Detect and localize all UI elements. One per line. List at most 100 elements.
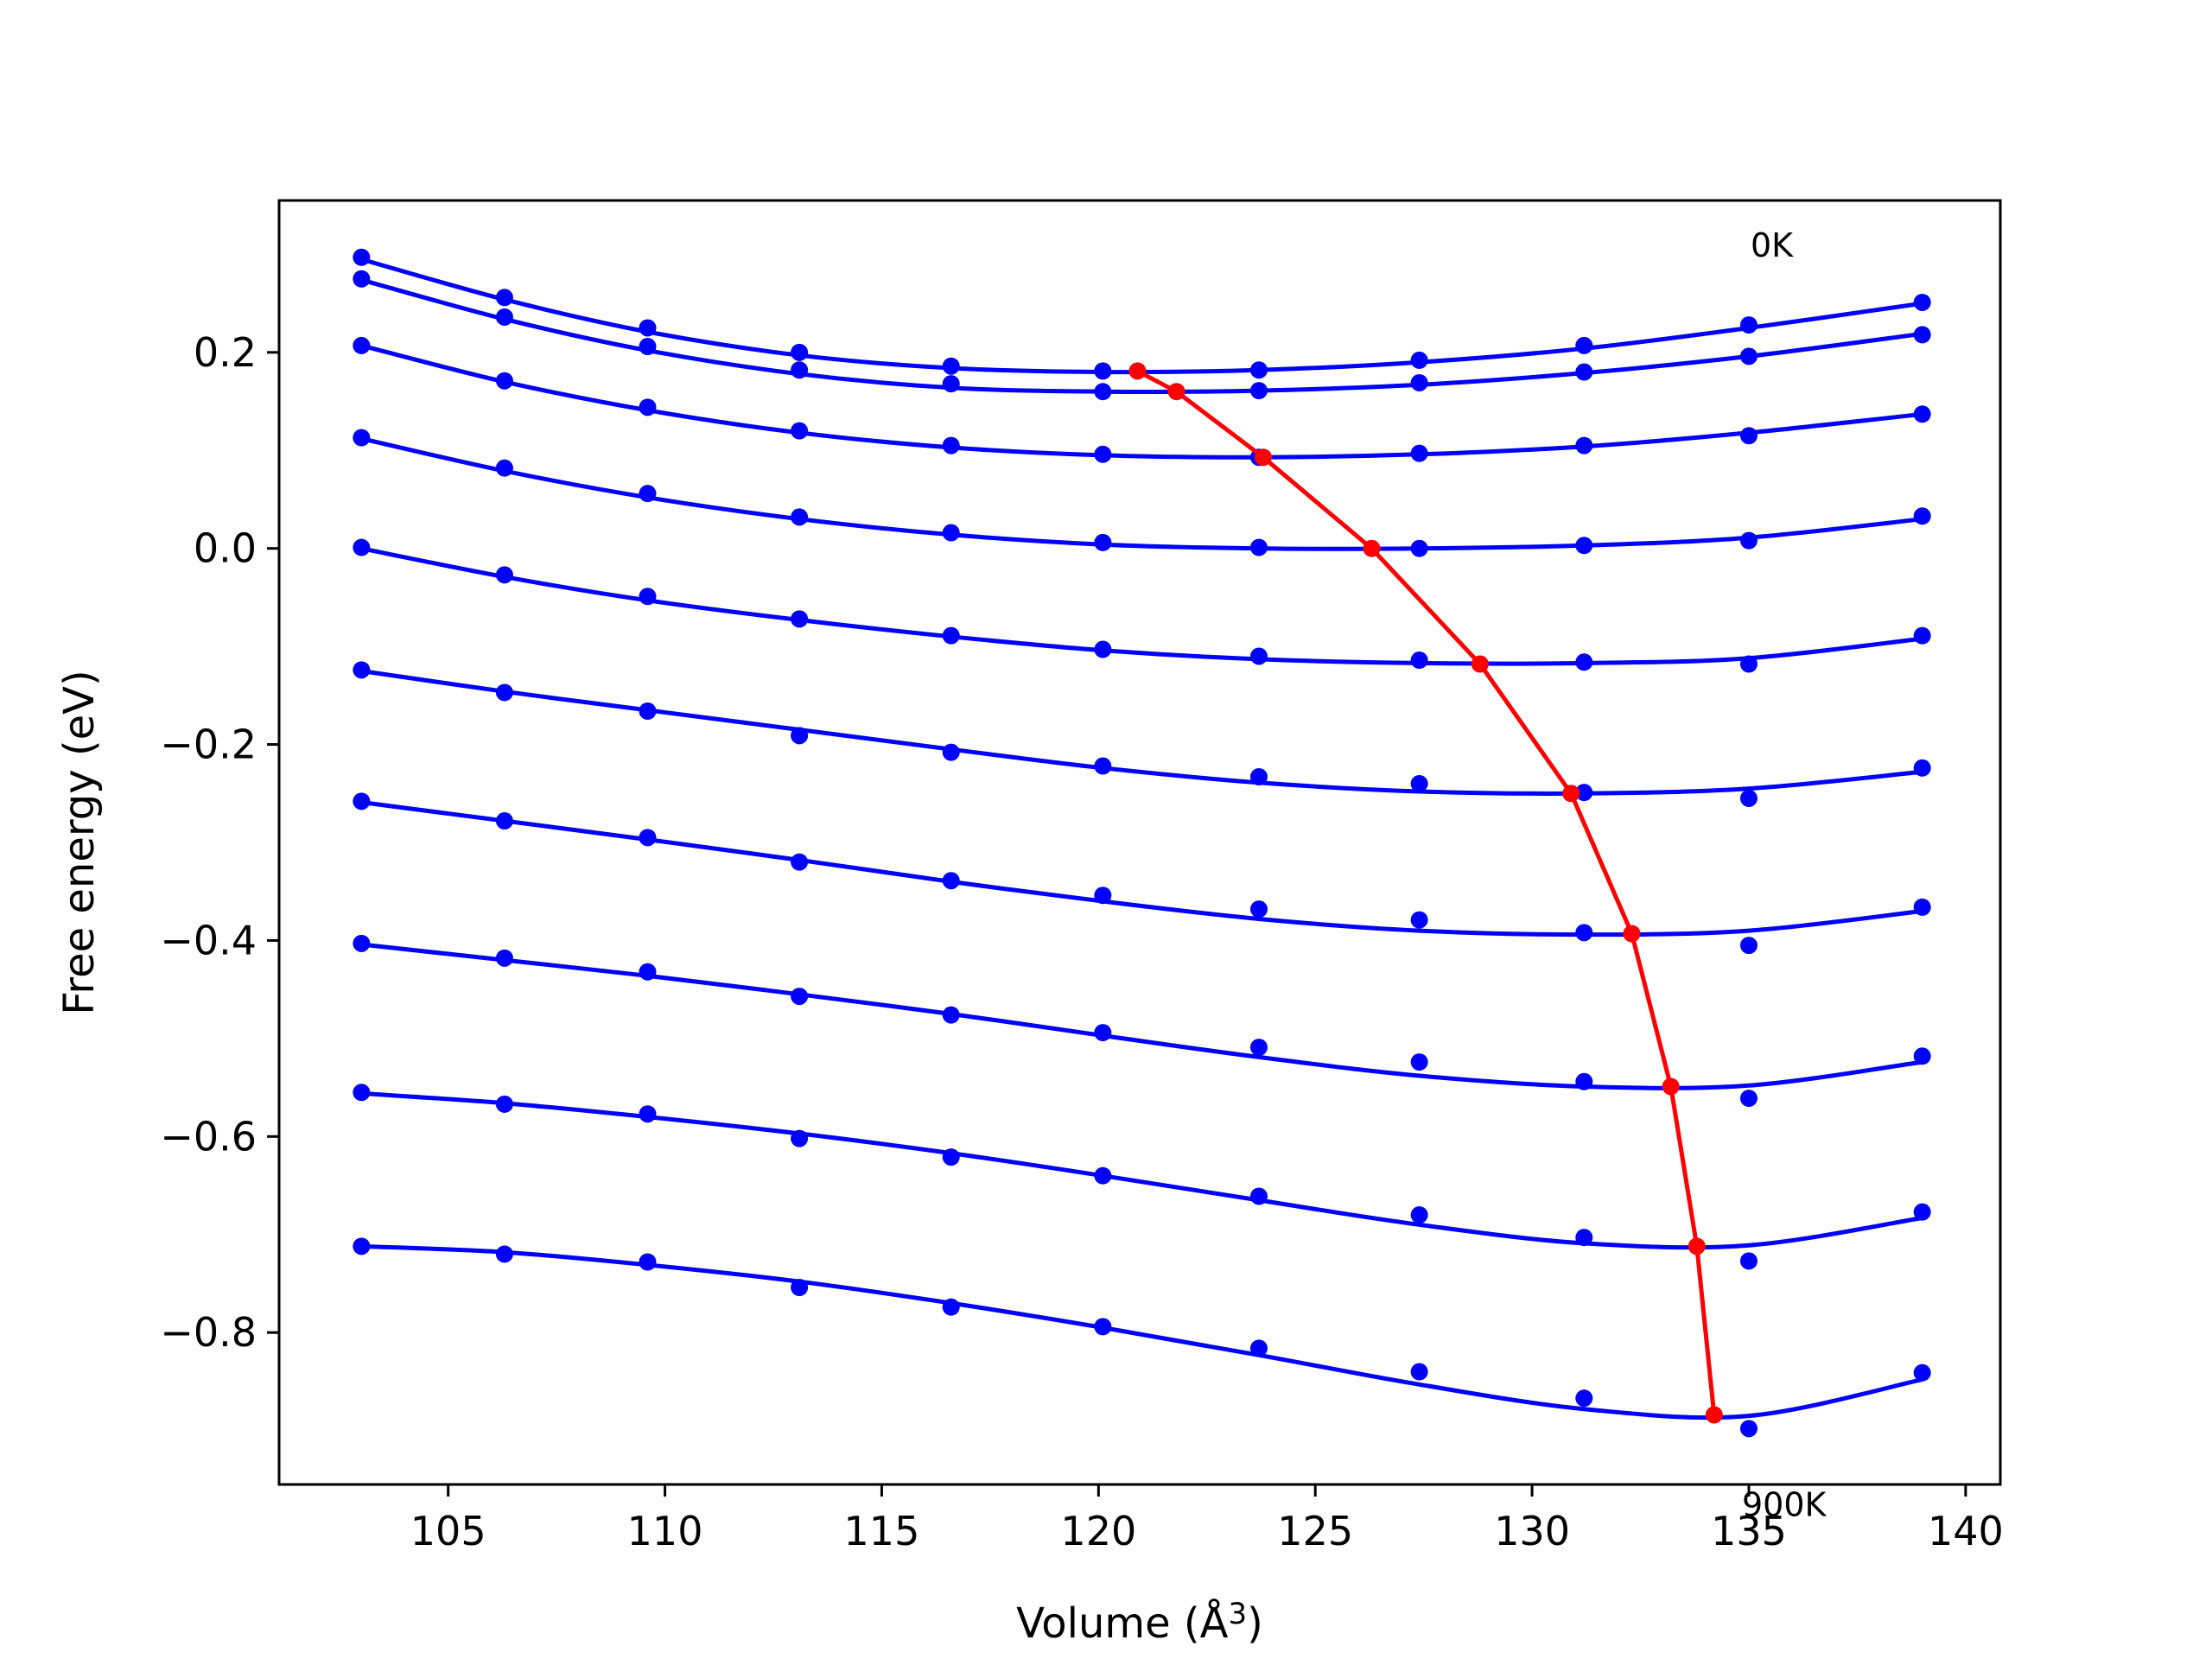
data-point [1739, 1090, 1758, 1108]
data-point [495, 683, 513, 702]
data-point [639, 398, 657, 416]
x-tick-label: 120 [1060, 1508, 1136, 1554]
minimum-point [1688, 1237, 1706, 1255]
data-point [495, 812, 513, 830]
data-point [1739, 1420, 1758, 1438]
series-8 [353, 1084, 1931, 1270]
data-point [1249, 1039, 1268, 1057]
data-point [1094, 887, 1112, 905]
y-tick-label: 0.2 [194, 329, 257, 376]
x-axis-label-close: ) [1247, 1599, 1263, 1648]
data-point [942, 436, 960, 454]
data-point [1575, 1389, 1593, 1408]
data-point [942, 872, 960, 890]
data-point [942, 743, 960, 761]
data-point [1410, 911, 1428, 929]
data-point [639, 1105, 657, 1123]
data-point [1739, 789, 1758, 807]
data-point [1094, 445, 1112, 463]
data-point [791, 1129, 809, 1147]
data-point [1410, 1053, 1428, 1071]
data-point [1410, 351, 1428, 369]
data-point [495, 308, 513, 326]
data-point [495, 566, 513, 584]
y-tick-label: 0.0 [194, 525, 257, 572]
minimum-point [1471, 655, 1489, 673]
data-point [353, 538, 371, 556]
data-point [1575, 784, 1593, 802]
data-point [942, 524, 960, 542]
data-point [1094, 1166, 1112, 1185]
data-point [1913, 898, 1931, 916]
minimum-point [1662, 1077, 1680, 1096]
data-point [1410, 539, 1428, 557]
series-5 [353, 661, 1931, 807]
y-axis-label: Free energy (eV) [55, 670, 104, 1014]
data-point [1575, 537, 1593, 555]
data-point [791, 422, 809, 440]
data-point [639, 485, 657, 503]
minimum-point [1363, 539, 1381, 557]
x-tick-label: 130 [1494, 1508, 1570, 1554]
axes-frame [277, 199, 2002, 1486]
minimum-point [1167, 383, 1185, 401]
data-point [1739, 937, 1758, 955]
data-point [1739, 427, 1758, 445]
data-point [942, 626, 960, 645]
y-tick-label: −0.8 [160, 1309, 257, 1356]
data-point [942, 1298, 960, 1316]
data-point [1094, 1318, 1112, 1336]
data-point [1249, 647, 1268, 665]
data-point [639, 963, 657, 981]
y-tick-label: −0.4 [160, 917, 257, 963]
minimum-point [1705, 1406, 1723, 1424]
data-point [1249, 900, 1268, 918]
data-point [1575, 436, 1593, 454]
x-axis-label-superscript: 3 [1228, 1597, 1247, 1631]
minima-series [1128, 362, 1723, 1424]
x-tick-label: 140 [1928, 1508, 2004, 1554]
data-point [353, 270, 371, 288]
data-point [1913, 759, 1931, 777]
fit-curve [360, 800, 1923, 938]
data-point [791, 610, 809, 628]
data-point [353, 1237, 371, 1255]
data-point [495, 289, 513, 307]
x-axis-label-text: Volume (Å [1016, 1599, 1229, 1648]
x-tick-label: 110 [627, 1508, 703, 1554]
minimum-point [1255, 448, 1273, 467]
data-point [1094, 640, 1112, 658]
data-point [1410, 774, 1428, 792]
data-point [1739, 347, 1758, 365]
data-point [1094, 362, 1112, 380]
data-point [495, 1095, 513, 1113]
x-tick-label: 125 [1277, 1508, 1353, 1554]
series-4 [353, 538, 1931, 673]
data-point [639, 338, 657, 356]
annotation-0k: 0K [1751, 226, 1794, 264]
data-point [1249, 382, 1268, 400]
x-tick-label: 105 [410, 1508, 486, 1554]
series-3 [353, 429, 1931, 557]
data-point [1249, 1339, 1268, 1357]
data-point [942, 1006, 960, 1024]
data-point [1410, 652, 1428, 670]
data-point [639, 829, 657, 847]
data-point [353, 934, 371, 952]
data-point [1913, 293, 1931, 311]
x-tick-label: 135 [1711, 1508, 1787, 1554]
data-point [495, 372, 513, 390]
data-point [495, 1245, 513, 1263]
data-point [353, 336, 371, 354]
data-point [1913, 1203, 1931, 1221]
plot-area [353, 248, 1931, 1438]
data-point [942, 357, 960, 375]
data-point [1410, 444, 1428, 462]
data-point [942, 1148, 960, 1166]
x-tick-label: 115 [844, 1508, 920, 1554]
data-point [1913, 405, 1931, 423]
annotation-900k: 900K [1742, 1486, 1827, 1524]
data-point [1575, 1229, 1593, 1247]
